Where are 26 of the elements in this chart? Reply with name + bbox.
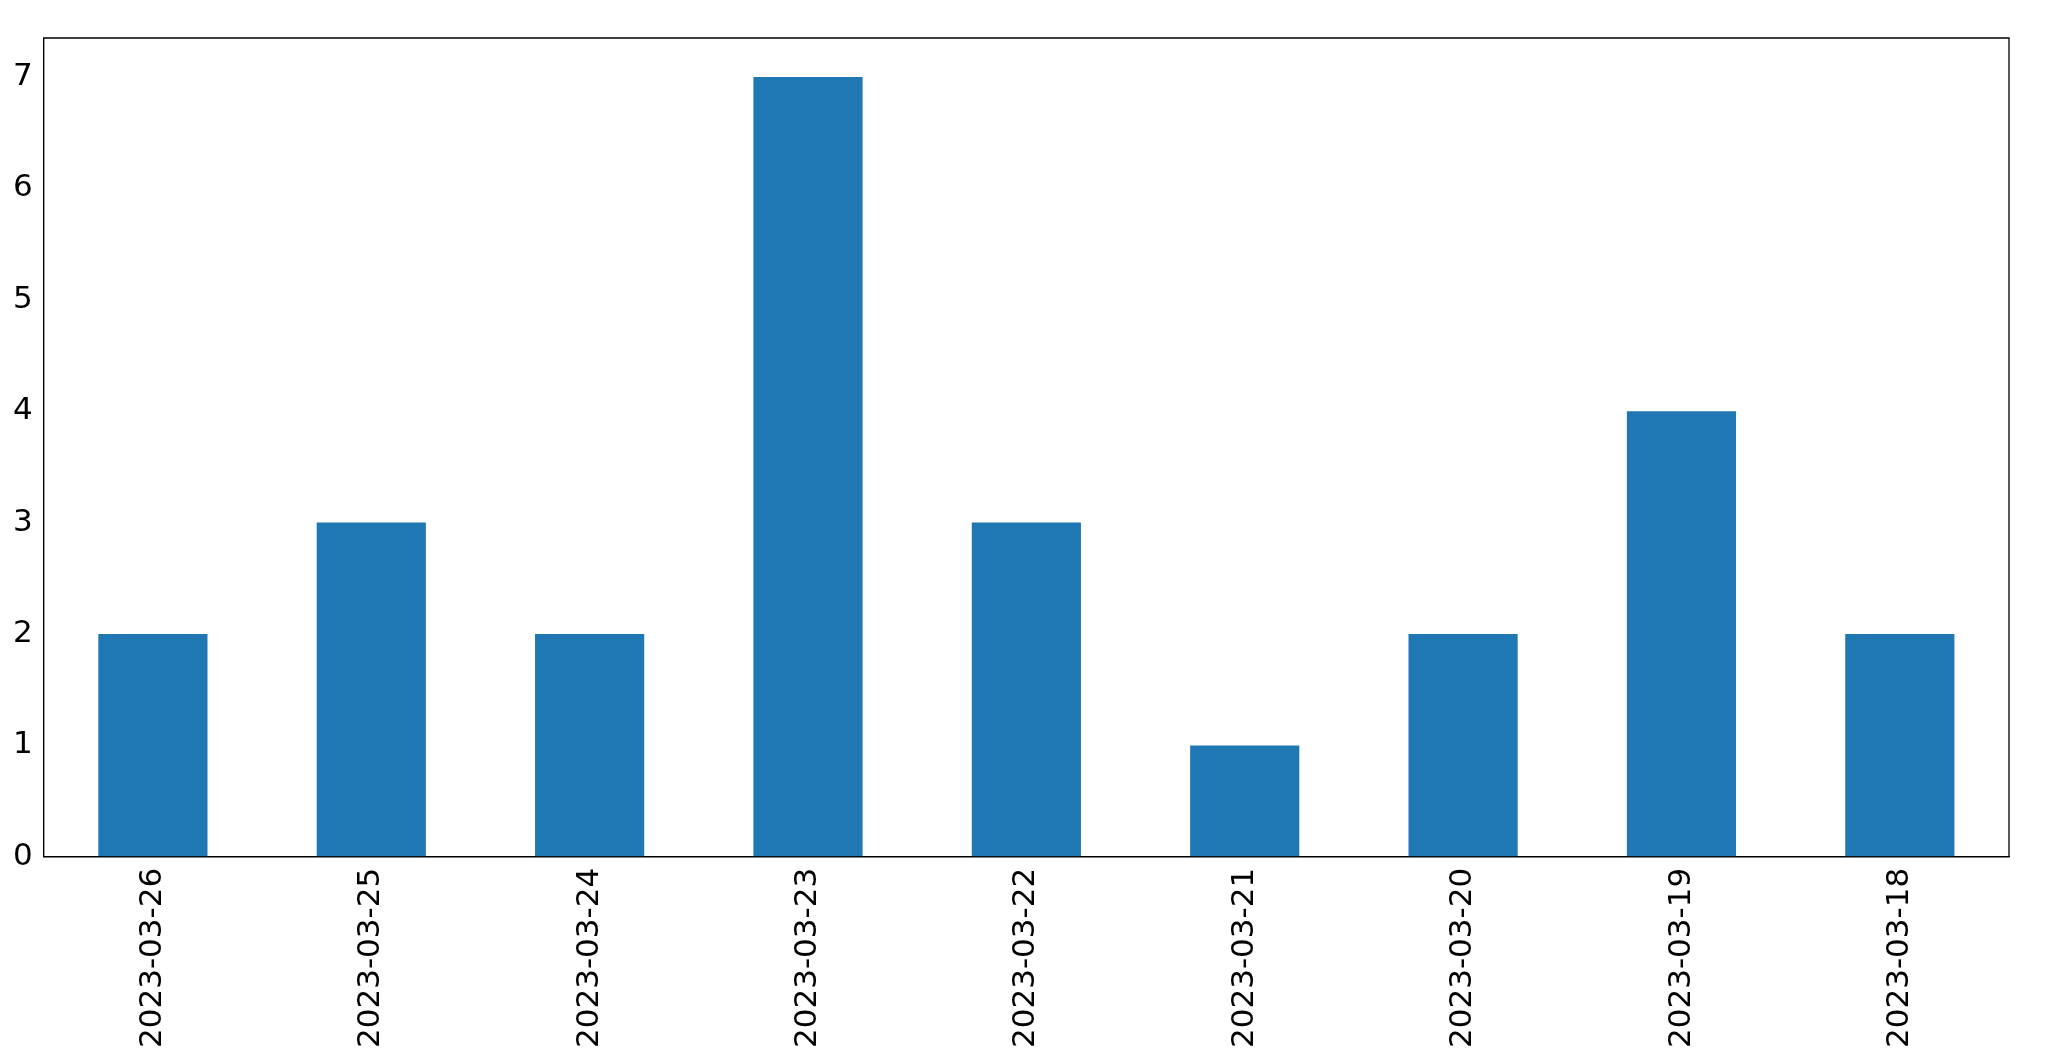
bar [316, 522, 426, 857]
y-tick-label: 7 [12, 56, 33, 93]
bar [535, 634, 645, 857]
y-tick-label: 1 [12, 724, 33, 761]
x-tick-label: 2023-03-23 [787, 867, 824, 1049]
y-tick-label: 3 [12, 501, 33, 538]
x-tick-label: 2023-03-26 [131, 867, 168, 1049]
x-tick-label: 2023-03-22 [1005, 867, 1042, 1049]
x-tick-label: 2023-03-21 [1223, 867, 1260, 1049]
x-tick-label: 2023-03-24 [568, 867, 605, 1049]
x-tick-label: 2023-03-20 [1442, 867, 1479, 1049]
bar [971, 522, 1081, 857]
bar [1408, 634, 1518, 857]
bar [98, 634, 208, 857]
x-tick-label: 2023-03-18 [1878, 867, 1915, 1049]
y-tick-label: 5 [12, 278, 33, 315]
bar [1845, 634, 1955, 857]
bar [753, 76, 863, 857]
y-tick-label: 2 [12, 613, 33, 650]
x-tick-label: 2023-03-25 [350, 867, 387, 1049]
bar [1190, 745, 1300, 857]
bar [1626, 411, 1737, 857]
x-tick-label: 2023-03-19 [1660, 867, 1697, 1049]
y-tick-label: 0 [12, 835, 33, 872]
y-tick-label: 6 [12, 167, 33, 204]
y-tick-label: 4 [12, 390, 33, 427]
